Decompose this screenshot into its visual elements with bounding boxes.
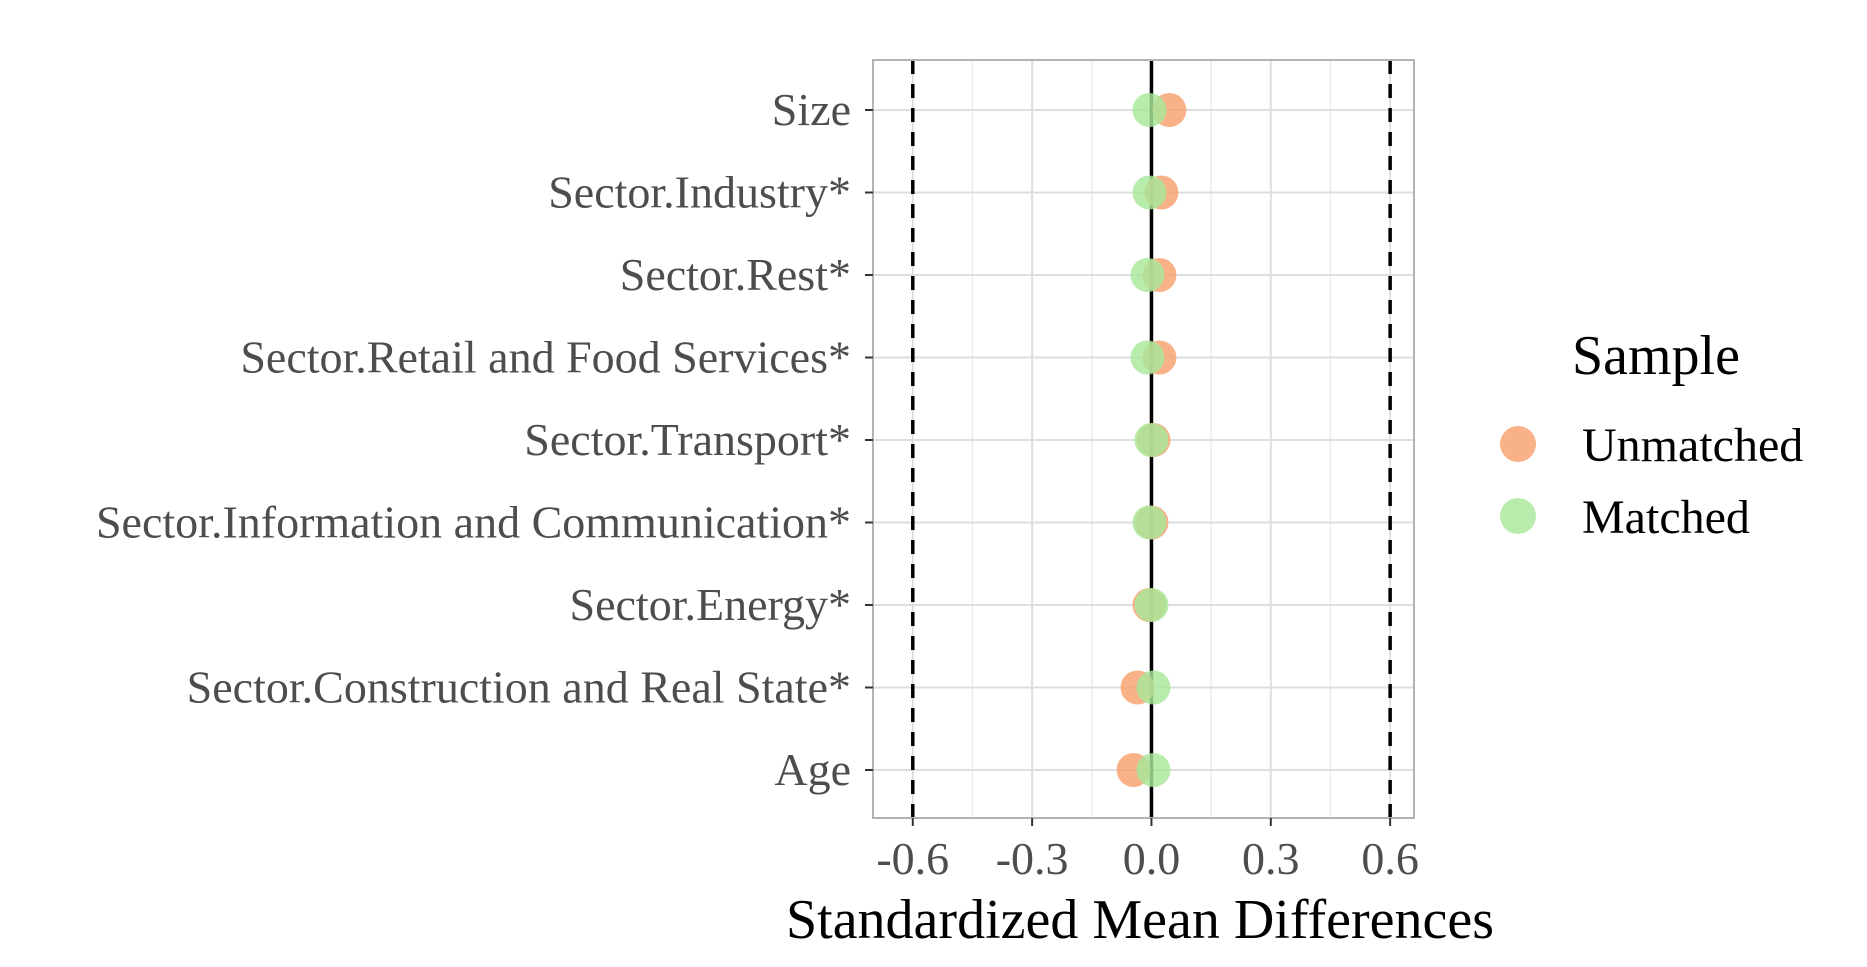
matched-point [1134, 423, 1169, 457]
legend-key-matched [1500, 498, 1536, 534]
x-tick-label: 0.0 [1123, 833, 1181, 884]
y-tick-label: Size [772, 84, 851, 135]
legend-label: Matched [1582, 491, 1750, 544]
y-tick-label: Sector.Information and Communication* [96, 497, 851, 548]
x-tick-label: -0.3 [996, 833, 1069, 884]
matched-point [1132, 93, 1167, 127]
legend-key-unmatched [1500, 426, 1536, 462]
y-tick-label: Sector.Construction and Real State* [187, 662, 851, 713]
legend: Sample Unmatched Matched [1500, 325, 1803, 544]
matched-point [1130, 258, 1165, 292]
y-tick-label: Sector.Industry* [548, 167, 851, 218]
y-tick-label: Sector.Rest* [620, 249, 851, 300]
x-tick-label: 0.6 [1361, 833, 1419, 884]
legend-label: Unmatched [1582, 419, 1803, 472]
matched-point [1132, 505, 1167, 540]
matched-point [1136, 753, 1171, 787]
x-tick-labels: -0.6 -0.3 0.0 0.3 0.6 [876, 818, 1419, 884]
matched-point [1134, 588, 1169, 622]
y-tick-label: Age [774, 744, 851, 795]
matched-point [1136, 670, 1171, 705]
y-tick-label: Sector.Energy* [570, 579, 851, 630]
x-tick-label: 0.3 [1242, 833, 1300, 884]
legend-title: Sample [1572, 325, 1740, 387]
y-tick-labels: Size Sector.Industry* Sector.Rest* Sector.R… [96, 84, 873, 795]
matched-point [1132, 175, 1167, 210]
y-tick-label: Sector.Retail and Food Services* [240, 332, 851, 383]
x-axis-title: Standardized Mean Differences [786, 889, 1494, 951]
x-tick-label: -0.6 [876, 833, 949, 884]
matched-point [1130, 340, 1165, 375]
points-layer [1116, 93, 1187, 787]
y-tick-label: Sector.Transport* [524, 414, 851, 465]
